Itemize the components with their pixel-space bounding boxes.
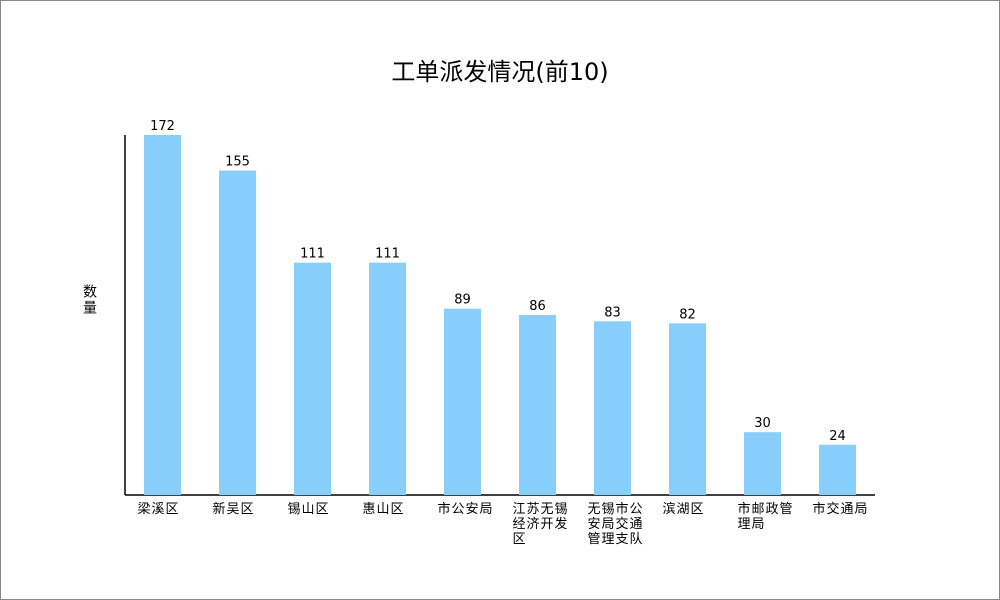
bar — [669, 323, 706, 495]
value-label: 24 — [829, 429, 846, 444]
x-tick-label: 无锡市公安局交通管理支队 — [588, 501, 644, 547]
value-label: 30 — [754, 416, 771, 431]
x-tick-label: 市交通局 — [813, 501, 869, 517]
y-axis-label: 数量 — [81, 284, 97, 316]
bar — [294, 262, 331, 495]
bar — [819, 444, 856, 495]
value-label: 82 — [679, 307, 696, 322]
bar — [744, 432, 781, 495]
x-tick-label: 滨湖区 — [663, 501, 705, 517]
x-tick-label: 锡山区 — [288, 502, 330, 517]
x-tick-label: 市公安局 — [438, 501, 494, 517]
x-tick-label: 惠山区 — [363, 502, 405, 517]
x-tick-label: 梁溪区 — [138, 502, 180, 517]
value-label: 172 — [150, 119, 175, 134]
bar — [369, 262, 406, 495]
bar — [144, 135, 181, 495]
bar — [594, 321, 631, 495]
value-label: 86 — [529, 299, 546, 314]
x-tick-label: 新吴区 — [213, 501, 255, 517]
x-tick-label: 江苏无锡经济开发区 — [513, 501, 569, 547]
value-label: 83 — [604, 305, 621, 320]
value-label: 155 — [225, 155, 250, 170]
bar — [519, 315, 556, 495]
value-label: 111 — [375, 247, 400, 262]
chart-title: 工单派发情况(前10) — [391, 58, 608, 86]
bar — [444, 308, 481, 495]
x-tick-label: 市邮政管理局 — [738, 501, 794, 532]
value-label: 89 — [454, 293, 471, 308]
bar — [219, 170, 256, 495]
value-label: 111 — [300, 247, 325, 262]
